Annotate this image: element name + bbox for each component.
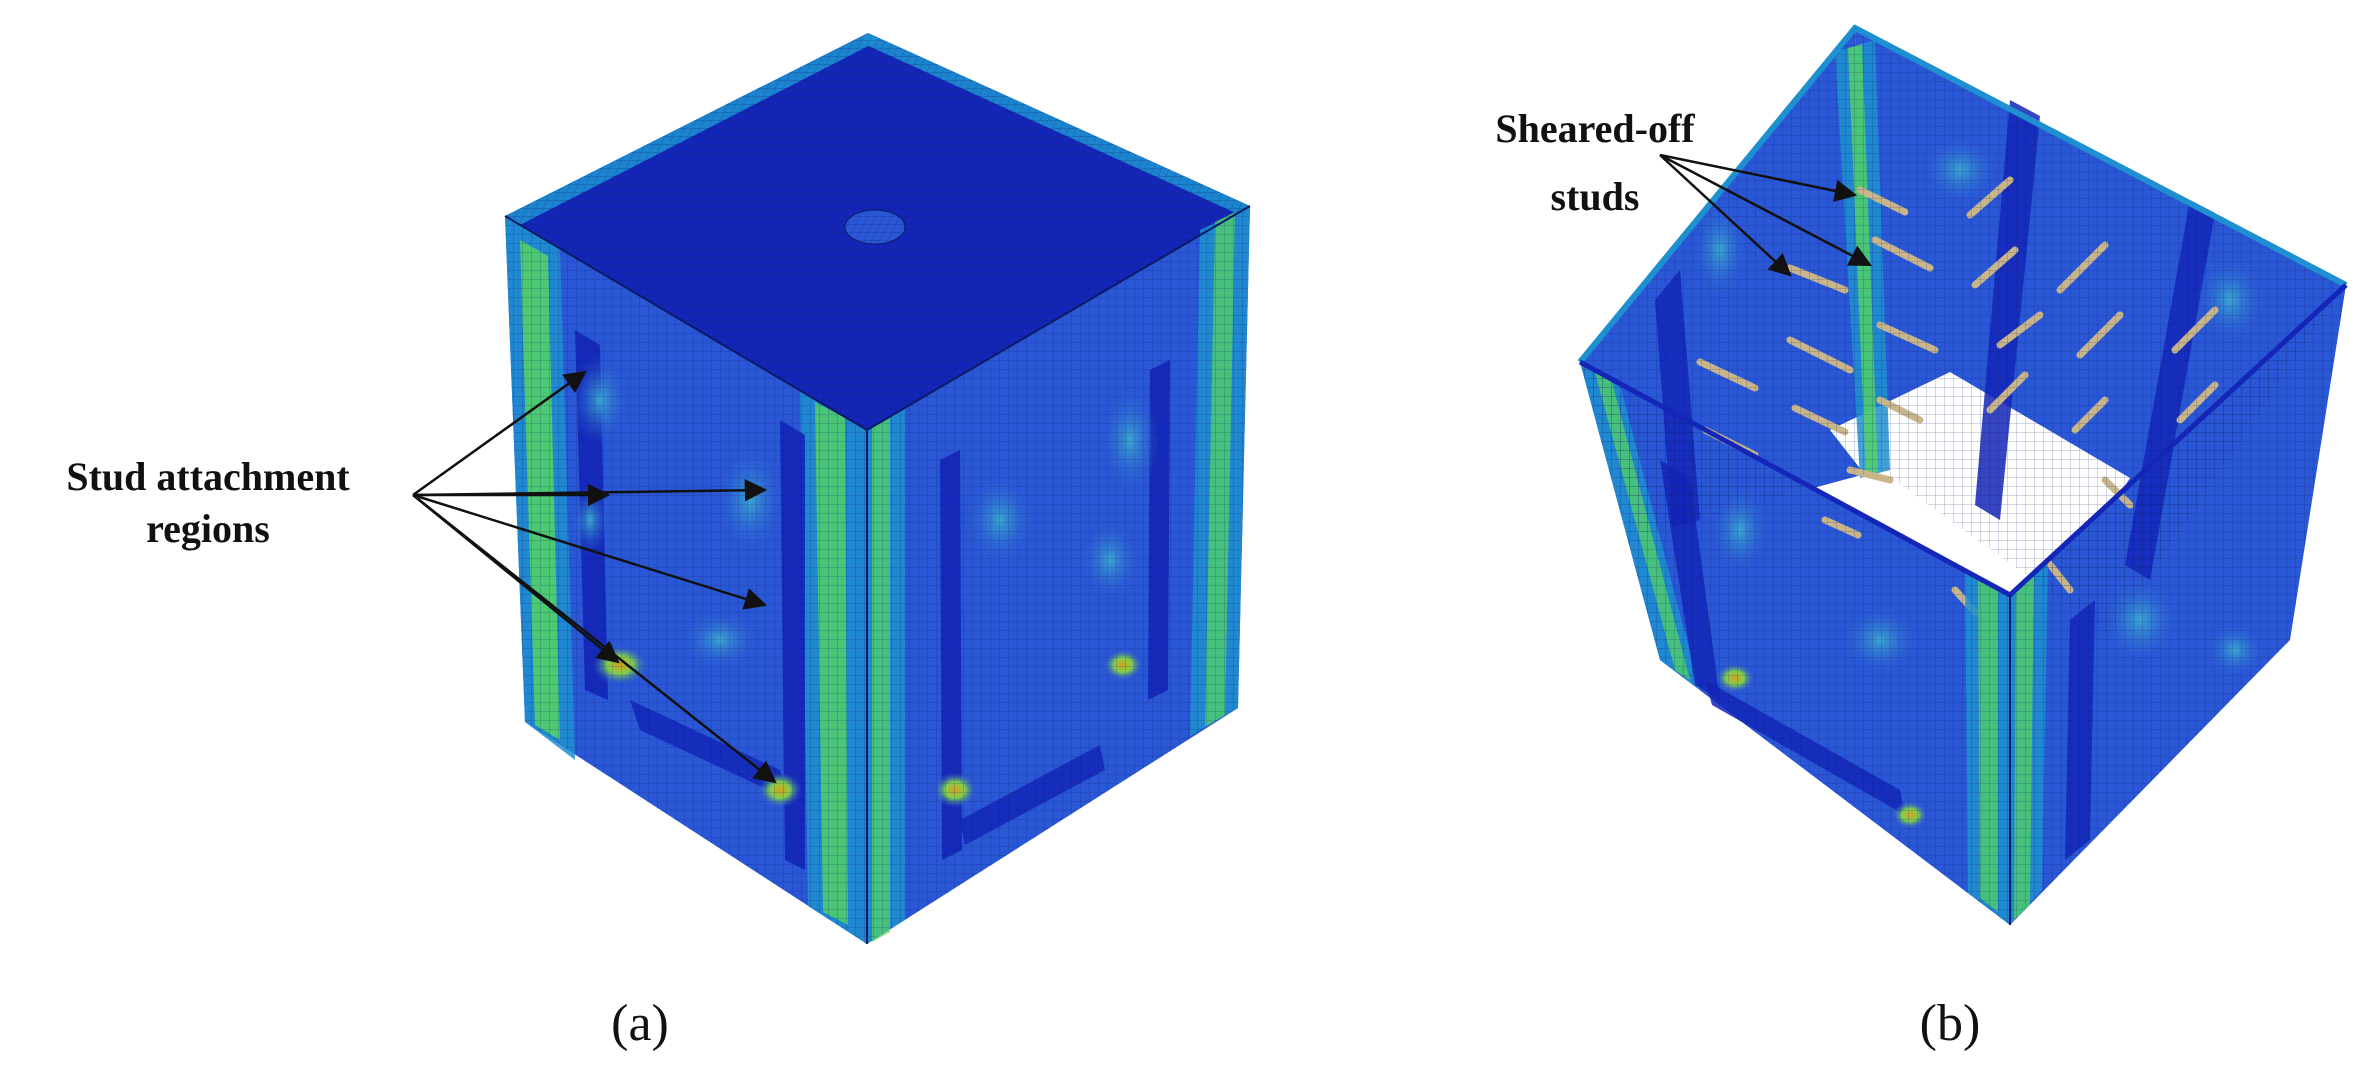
panel-b: Sheared-off studs (b) <box>1495 24 2348 1052</box>
arrow-a-4 <box>412 493 768 610</box>
stud-attachment-annotation: Stud attachment regions <box>66 370 777 784</box>
annotation-b-line-2: studs <box>1551 174 1640 219</box>
annotation-b-line-1: Sheared-off <box>1495 106 1695 151</box>
panel-a: Stud attachment regions (a) <box>66 33 1251 1052</box>
arrow-a-6 <box>412 494 777 784</box>
caption-b: (b) <box>1920 995 1981 1052</box>
annotation-a-line-2: regions <box>146 506 270 551</box>
annotation-b-arrows <box>1659 153 1872 277</box>
solid-box-model <box>504 33 1251 944</box>
arrow-b-1 <box>1659 153 1858 202</box>
arrow-b-3 <box>1659 153 1872 267</box>
annotation-a-line-1: Stud attachment <box>66 454 350 499</box>
arrow-a-1 <box>412 370 587 497</box>
arrow-b-2 <box>1659 154 1792 277</box>
caption-a: (a) <box>611 995 669 1052</box>
annotation-a-arrows <box>412 370 777 784</box>
hollow-box-model <box>1577 24 2348 925</box>
sheared-studs-annotation: Sheared-off studs <box>1495 106 1872 277</box>
arrow-a-3 <box>412 479 768 502</box>
